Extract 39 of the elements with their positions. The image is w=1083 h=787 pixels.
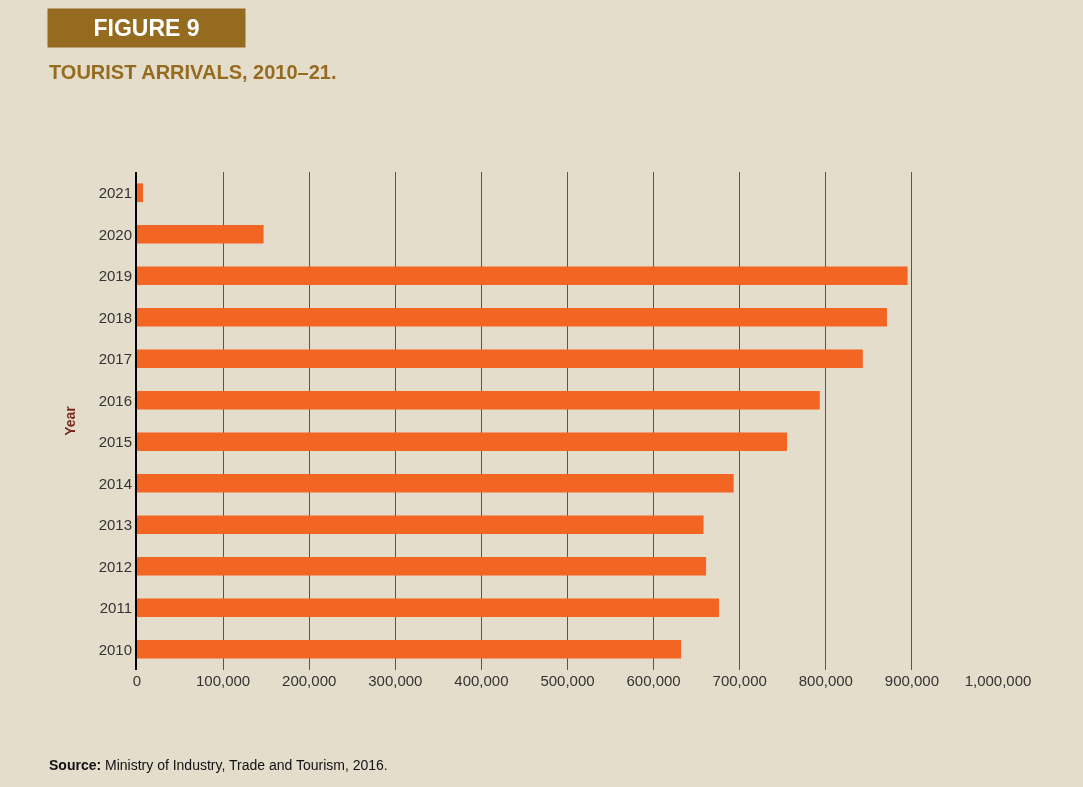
x-tick-label: 200,000: [282, 672, 337, 689]
bar: [137, 307, 887, 327]
bar: [137, 473, 734, 493]
y-tick-label: 2018: [98, 308, 132, 326]
y-tick-label: 2015: [98, 433, 132, 450]
bar: [137, 598, 720, 618]
y-tick-label: 2011: [99, 599, 132, 616]
x-tick-label: 900,000: [884, 672, 940, 689]
bar: [137, 266, 908, 286]
bar: [137, 639, 682, 659]
y-tick-label: 2013: [98, 516, 132, 533]
y-tick-label: 2016: [98, 391, 132, 409]
chart-subtitle: TOURIST ARRIVALS, 2010–21.: [49, 61, 337, 83]
bar: [137, 390, 820, 410]
y-tick-label: 2017: [98, 350, 132, 367]
x-tick-label: 800,000: [798, 672, 853, 689]
y-tick-label: 2012: [98, 557, 132, 575]
y-tick-label: 2010: [98, 640, 132, 658]
x-tick-label: 500,000: [540, 672, 595, 689]
y-tick-label: 2021: [98, 184, 132, 201]
bar: [137, 432, 788, 452]
x-tick-label: 300,000: [368, 672, 423, 689]
x-tick-label: 600,000: [626, 672, 681, 689]
bar: [137, 224, 264, 244]
bar: [137, 349, 863, 369]
bar: [137, 556, 707, 576]
bar: [137, 515, 704, 535]
chart-title: FIGURE 9: [93, 15, 200, 41]
x-tick-label: 400,000: [454, 672, 509, 689]
bar: [137, 183, 144, 203]
source-note: Source: Ministry of Industry, Trade and Tourism, 2016.: [49, 757, 388, 773]
y-tick-label: 2020: [98, 225, 132, 243]
x-tick-label: 700,000: [712, 672, 767, 689]
x-tick-label: 0: [132, 672, 142, 689]
x-tick-label: 1,000,000: [964, 672, 1032, 689]
y-tick-label: 2019: [98, 267, 132, 284]
y-tick-label: 2014: [98, 474, 132, 492]
x-tick-label: 100,000: [195, 672, 251, 689]
y-axis-title: Year: [61, 405, 78, 436]
